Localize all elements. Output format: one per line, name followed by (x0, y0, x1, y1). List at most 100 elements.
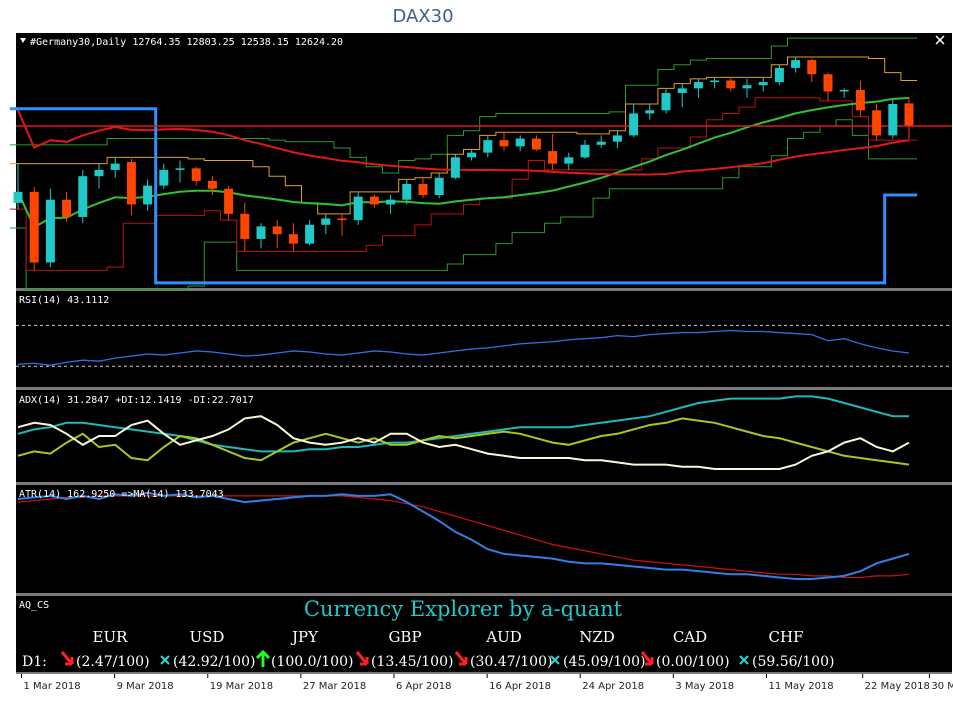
inner-upper-channel-line (9, 56, 918, 215)
panel-separator (16, 593, 952, 596)
time-tick-label: 30 May 20 (931, 681, 953, 692)
candle-body (693, 82, 703, 89)
main-panel-label: #Germany30,Daily 12764.35 12803.25 12538… (30, 37, 343, 48)
time-tick-label: 27 Mar 2018 (303, 681, 366, 692)
close-icon[interactable] (935, 35, 945, 45)
candle-body (774, 67, 784, 83)
currency-value-aud: (30.47/100) (470, 654, 552, 670)
candle-body (240, 213, 250, 239)
currency-name-nzd: NZD (579, 628, 615, 646)
atr-line (17, 491, 910, 581)
candle-body (256, 226, 266, 239)
candle-body (337, 218, 347, 221)
page-title: DAX30 (392, 6, 454, 27)
collapse-triangle-icon[interactable] (20, 38, 26, 43)
blue-support-line (9, 107, 918, 285)
candle-body (369, 196, 379, 205)
candle-body (791, 60, 801, 68)
currency-explorer-rows: EUR (2.47/100) USD (42.92/100) JPY (100.0/100… (60, 628, 834, 670)
candle-body (434, 177, 444, 196)
candle-body (321, 218, 331, 225)
candle-body (499, 140, 509, 147)
inner-lower-channel-line (9, 97, 918, 271)
aqcs-panel-label: AQ_CS (19, 600, 49, 611)
atr-panel-label: ATR(14) 162.9250 =>MA(14) 133.7043 (19, 489, 224, 500)
candle-body (288, 234, 298, 244)
candle-body (159, 169, 169, 186)
time-tick-label: 9 Mar 2018 (117, 681, 174, 692)
up-arrow-icon (255, 649, 271, 667)
time-axis: 1 Mar 2018 9 Mar 2018 19 Mar 2018 27 Mar 20… (21, 674, 953, 692)
candle-body (580, 144, 590, 158)
candle-body (191, 168, 201, 181)
time-tick-label: 11 May 2018 (768, 681, 833, 692)
candle-body (126, 162, 136, 205)
candle-body (855, 89, 865, 111)
currency-value-nzd: (45.09/100) (563, 654, 645, 670)
cross-icon (739, 655, 749, 665)
panel-separator (16, 288, 952, 291)
candle-body (515, 138, 525, 147)
down-arrow-icon (640, 651, 654, 666)
currency-value-cad: (0.00/100) (656, 654, 730, 670)
candle-body (629, 113, 639, 136)
green-moving-average (17, 97, 910, 229)
cross-icon (550, 655, 560, 665)
candle-body (564, 157, 574, 164)
candle-body (272, 226, 282, 235)
time-tick-label: 1 Mar 2018 (24, 681, 81, 692)
panel-separator (16, 482, 952, 485)
currency-name-chf: CHF (769, 628, 804, 646)
down-arrow-icon (454, 651, 468, 666)
candle-body (175, 168, 185, 170)
candle-body (612, 135, 622, 142)
adx-panel-label: ADX(14) 31.2847 +DI:12.1419 -DI:22.7017 (19, 395, 254, 406)
candle-body (839, 89, 849, 92)
candle-body (807, 60, 817, 75)
candle-body (386, 199, 396, 205)
candle-body (904, 103, 914, 126)
candle-body (353, 196, 363, 221)
candle-body (62, 199, 72, 217)
adx-panel (17, 395, 910, 470)
candle-body (677, 88, 687, 94)
candle-body (758, 82, 768, 86)
cross-icon (160, 655, 170, 665)
candle-body (94, 169, 104, 177)
candle-body (467, 152, 477, 158)
time-tick-label: 19 Mar 2018 (210, 681, 273, 692)
currency-value-gbp: (13.45/100) (371, 654, 453, 670)
currency-name-eur: EUR (93, 628, 129, 646)
currency-name-gbp: GBP (388, 628, 421, 646)
down-arrow-icon (60, 651, 74, 666)
candle-body (548, 151, 558, 164)
candle-body (872, 110, 882, 136)
candle-body (483, 140, 493, 153)
candle-body (78, 176, 88, 217)
candle-body (742, 85, 752, 89)
candle-body (888, 104, 898, 136)
time-tick-label: 6 Apr 2018 (396, 681, 451, 692)
candle-body (305, 224, 315, 244)
candle-body (402, 184, 412, 200)
timeframe-label: D1: (22, 654, 47, 670)
currency-name-cad: CAD (673, 628, 707, 646)
currency-name-jpy: JPY (290, 628, 319, 646)
red-moving-average (17, 109, 910, 176)
candle-body (531, 138, 541, 150)
candle-body (710, 80, 720, 83)
currency-value-eur: (2.47/100) (76, 654, 150, 670)
candle-body (45, 199, 55, 263)
candle-body (224, 188, 234, 214)
currency-explorer-title: Currency Explorer by a-quant (304, 597, 623, 621)
panel-separator (16, 672, 952, 674)
candle-body (726, 80, 736, 89)
candle-body (450, 157, 460, 178)
candle-body (418, 184, 428, 196)
currency-name-usd: USD (190, 628, 225, 646)
rsi-line (17, 329, 910, 366)
rsi-panel (16, 324, 952, 367)
atr-panel (17, 491, 910, 581)
candle-body (645, 110, 655, 114)
adx-line (17, 395, 909, 453)
